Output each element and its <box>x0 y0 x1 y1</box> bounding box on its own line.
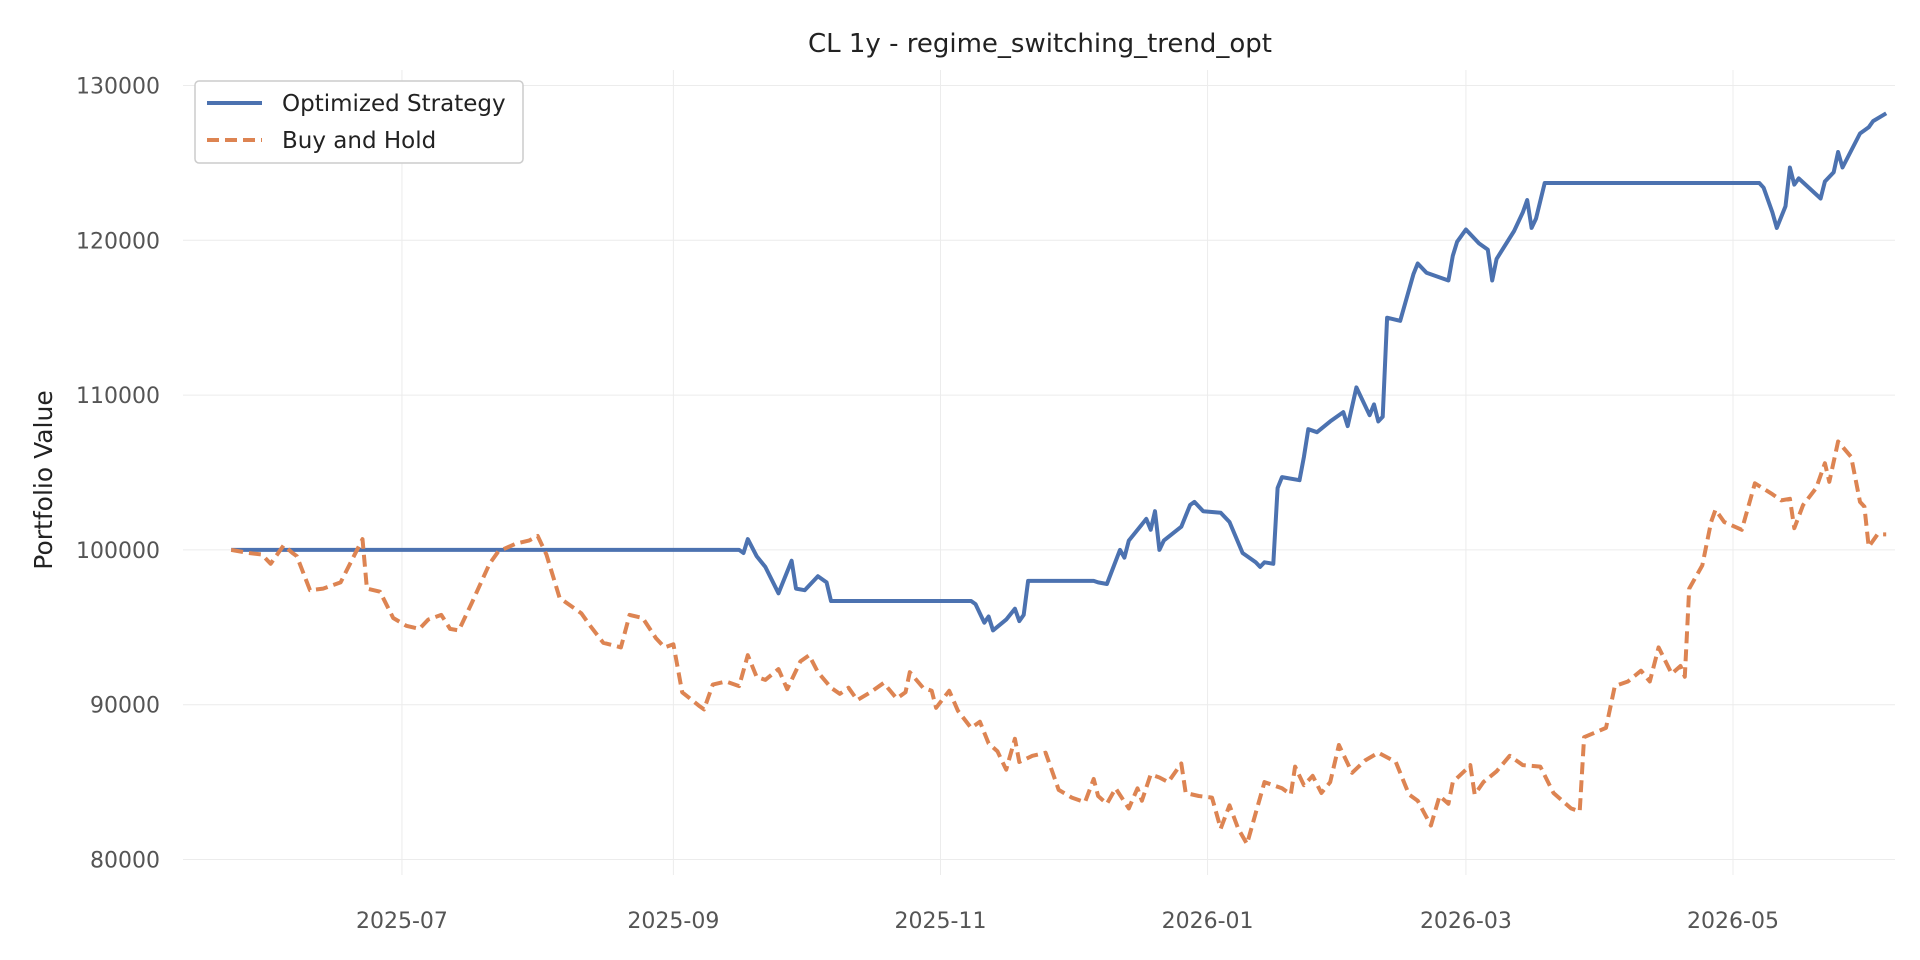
y-tick-label: 130000 <box>76 74 160 99</box>
series-line-optimized-strategy <box>231 111 1888 633</box>
x-tick-label: 2025-11 <box>895 909 987 934</box>
x-tick-label: 2025-09 <box>627 909 719 934</box>
legend: Optimized Strategy Buy and Hold <box>194 80 524 164</box>
series-line-buy-and-hold <box>230 439 1887 846</box>
legend-label-buy-and-hold: Buy and Hold <box>282 128 436 154</box>
y-tick-label: 90000 <box>90 694 160 719</box>
x-tick-label: 2026-03 <box>1420 909 1512 934</box>
x-tick-label: 2025-07 <box>356 909 448 934</box>
series-layer <box>230 111 1888 846</box>
x-axis-ticks: 2025-07 2025-09 2025-11 2026-01 2026-03 2026-… <box>356 909 1779 934</box>
legend-box <box>194 80 524 164</box>
y-tick-label: 120000 <box>76 229 160 254</box>
x-tick-label: 2026-05 <box>1687 909 1779 934</box>
y-axis-title: Portfolio Value <box>29 390 58 569</box>
y-axis-ticks: 80000 90000 100000 110000 120000 130000 <box>76 74 160 873</box>
y-tick-label: 100000 <box>76 539 160 564</box>
legend-label-optimized-strategy: Optimized Strategy <box>282 91 506 117</box>
y-tick-label: 110000 <box>76 384 160 409</box>
y-tick-label: 80000 <box>90 849 160 874</box>
x-tick-label: 2026-01 <box>1162 909 1254 934</box>
chart-title: CL 1y - regime_switching_trend_opt <box>808 29 1272 59</box>
grid <box>183 70 1895 875</box>
